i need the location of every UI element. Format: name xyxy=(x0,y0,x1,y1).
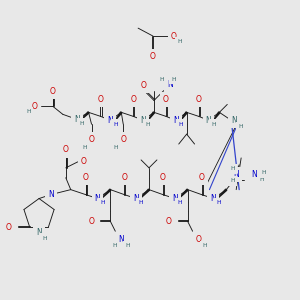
Text: H: H xyxy=(43,236,47,241)
Text: H: H xyxy=(230,178,235,183)
Text: N: N xyxy=(74,115,80,124)
Text: O: O xyxy=(31,102,37,111)
Text: N: N xyxy=(133,194,139,203)
Text: O: O xyxy=(88,135,94,144)
Text: O: O xyxy=(171,32,177,40)
Text: N: N xyxy=(206,116,211,125)
Text: O: O xyxy=(196,235,201,244)
Text: O: O xyxy=(130,95,136,104)
Text: O: O xyxy=(141,81,147,90)
Text: N: N xyxy=(107,116,113,125)
Polygon shape xyxy=(82,112,89,119)
Text: N: N xyxy=(231,116,237,125)
Text: H: H xyxy=(125,243,130,248)
Text: H: H xyxy=(27,110,31,114)
Text: H: H xyxy=(100,200,105,205)
Text: N: N xyxy=(211,194,216,203)
Text: H: H xyxy=(82,145,87,150)
Text: N: N xyxy=(167,80,172,89)
Text: H: H xyxy=(172,77,176,82)
Text: H: H xyxy=(113,122,118,127)
Text: N: N xyxy=(251,170,257,179)
Text: H: H xyxy=(178,122,183,127)
Text: H: H xyxy=(146,122,150,127)
Text: N: N xyxy=(172,194,178,203)
Text: O: O xyxy=(120,135,126,144)
Text: N: N xyxy=(36,228,42,237)
Text: H: H xyxy=(262,170,266,175)
Text: N: N xyxy=(173,116,178,125)
Text: H: H xyxy=(139,200,143,205)
Text: H: H xyxy=(211,122,216,127)
Text: N: N xyxy=(140,116,146,125)
Polygon shape xyxy=(140,189,149,199)
Polygon shape xyxy=(179,189,188,199)
Text: O: O xyxy=(163,95,169,104)
Text: O: O xyxy=(98,95,103,104)
Text: O: O xyxy=(50,87,56,96)
Text: H: H xyxy=(216,200,220,205)
Text: O: O xyxy=(63,146,69,154)
Polygon shape xyxy=(181,112,187,120)
Polygon shape xyxy=(213,112,220,120)
Text: H: H xyxy=(230,166,235,171)
Text: H: H xyxy=(80,121,84,126)
Text: N: N xyxy=(94,194,100,203)
Text: O: O xyxy=(81,158,86,166)
Polygon shape xyxy=(115,112,122,120)
Text: H: H xyxy=(112,243,117,248)
Text: H: H xyxy=(238,124,243,129)
Text: O: O xyxy=(199,173,205,182)
Text: O: O xyxy=(121,173,127,182)
Text: O: O xyxy=(160,173,166,182)
Polygon shape xyxy=(148,112,154,120)
Polygon shape xyxy=(218,189,227,199)
Text: H: H xyxy=(178,200,182,205)
Text: O: O xyxy=(88,217,94,226)
Text: H: H xyxy=(160,77,164,82)
Text: O: O xyxy=(196,95,202,104)
Text: H: H xyxy=(178,39,182,44)
Text: O: O xyxy=(83,173,88,182)
Text: O: O xyxy=(150,52,156,62)
Text: O: O xyxy=(166,217,172,226)
Text: O: O xyxy=(6,223,12,232)
Text: N: N xyxy=(48,190,54,199)
Text: H: H xyxy=(202,243,207,248)
Text: H: H xyxy=(114,145,118,150)
Text: N: N xyxy=(118,235,124,244)
Text: H: H xyxy=(260,177,264,182)
Polygon shape xyxy=(101,189,111,199)
Text: N: N xyxy=(233,170,239,179)
